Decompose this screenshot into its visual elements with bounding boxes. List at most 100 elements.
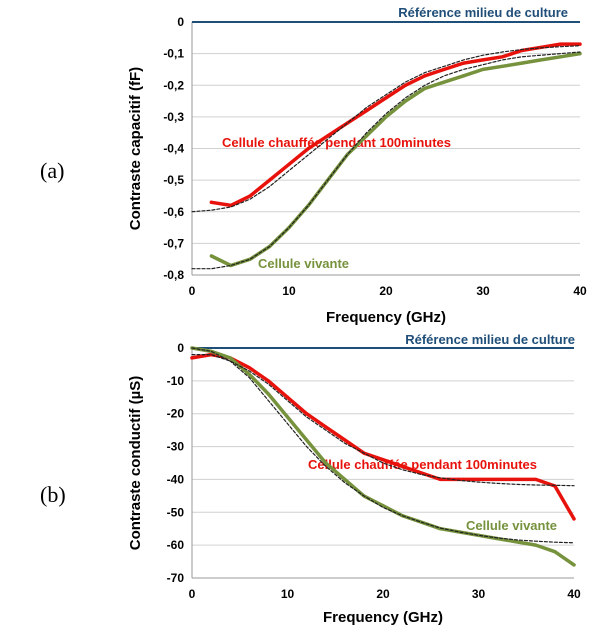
y-tick-label: -0,1	[163, 47, 184, 61]
series-line-red	[190, 352, 576, 521]
x-tick-label: 10	[282, 284, 296, 298]
data-point	[462, 61, 466, 65]
y-tick-label: -70	[167, 571, 185, 585]
x-tick-label: 40	[573, 284, 587, 298]
y-tick-label: -20	[167, 407, 185, 421]
data-point	[559, 55, 563, 59]
series-label: Cellule vivante	[258, 256, 349, 271]
data-point	[248, 194, 252, 198]
series-label: Cellule chauffée pendant 100minutes	[222, 135, 451, 150]
data-point	[515, 477, 519, 482]
data-point	[209, 200, 213, 204]
panel-label: (b)	[40, 482, 66, 507]
data-point	[247, 366, 251, 370]
series-label: Cellule vivante	[466, 518, 557, 533]
data-point	[403, 99, 407, 103]
data-point	[365, 134, 369, 138]
data-point	[578, 52, 582, 56]
data-point	[384, 115, 388, 119]
data-point	[324, 461, 328, 465]
data-point	[481, 58, 485, 62]
data-point	[481, 67, 485, 72]
y-axis-title: Contraste capacitif (fF)	[127, 67, 144, 230]
data-point	[400, 464, 404, 468]
y-tick-label: -50	[167, 505, 185, 519]
data-point	[520, 61, 524, 65]
data-point	[324, 425, 328, 429]
data-point	[306, 146, 310, 151]
data-point	[326, 134, 330, 138]
data-point	[384, 96, 388, 100]
data-point	[553, 550, 557, 554]
y-tick-label: -30	[167, 440, 185, 454]
data-point	[209, 254, 213, 258]
series-label: Cellule chauffée pendant 100minutes	[308, 457, 537, 472]
data-point	[438, 477, 442, 482]
y-tick-label: -0,6	[163, 205, 184, 219]
panel-label: (a)	[40, 158, 64, 183]
data-point	[534, 477, 538, 482]
y-tick-label: -0,3	[163, 110, 184, 124]
y-tick-label: -0,4	[163, 142, 184, 156]
data-point	[500, 55, 504, 59]
data-point	[268, 178, 272, 182]
x-tick-label: 30	[472, 587, 486, 601]
x-tick-label: 10	[281, 587, 295, 601]
data-point	[343, 477, 347, 482]
data-point	[500, 64, 504, 68]
data-point	[572, 517, 576, 521]
y-tick-label: -10	[167, 374, 185, 388]
data-point	[419, 471, 423, 475]
data-point	[305, 412, 309, 416]
data-point	[462, 74, 466, 78]
data-point	[496, 477, 500, 482]
x-tick-label: 0	[189, 587, 196, 601]
x-tick-label: 0	[189, 284, 196, 298]
fit-curve	[191, 354, 575, 487]
data-point	[539, 58, 543, 62]
data-point	[228, 356, 232, 360]
data-point	[442, 80, 446, 84]
x-tick-label: 20	[379, 284, 393, 298]
data-point	[423, 74, 427, 78]
data-point	[266, 379, 270, 383]
panel-b-chart: (b) 0 -10 -20 -30 -40 -50 -60 -70 0 10 20 30 40 Freque…	[40, 332, 581, 626]
data-point	[343, 438, 347, 442]
y-tick-label: 0	[177, 15, 184, 29]
panel-a-chart: (a) 0 -0,1 -0,2 -0,3 -0,4 -0,5 -0,6 -0,7 -0,8 0 10 2…	[40, 5, 587, 326]
data-point	[572, 563, 576, 567]
data-point	[287, 162, 291, 166]
data-point	[247, 372, 251, 376]
data-point	[285, 395, 290, 399]
y-tick-label: -40	[167, 472, 185, 486]
data-point	[423, 86, 427, 91]
data-point	[285, 415, 290, 419]
data-point	[559, 42, 563, 46]
data-point	[442, 67, 446, 72]
data-point	[305, 438, 309, 442]
data-point	[381, 458, 385, 462]
data-point	[578, 42, 582, 46]
fit-curve	[191, 347, 575, 544]
fit-curve	[191, 45, 581, 213]
x-axis-title: Frequency (GHz)	[326, 309, 446, 326]
data-point	[403, 83, 407, 87]
data-point	[190, 356, 194, 360]
reference-label: Référence milieu de culture	[398, 5, 568, 20]
x-tick-label: 20	[376, 587, 390, 601]
x-axis-title: Frequency (GHz)	[323, 609, 443, 626]
y-tick-label: -0,7	[163, 236, 184, 250]
data-point	[266, 392, 270, 396]
series-line-red	[209, 42, 582, 208]
x-tick-label: 40	[567, 587, 581, 601]
data-point	[515, 540, 519, 544]
data-point	[476, 477, 481, 482]
data-point	[365, 108, 369, 113]
reference-label: Référence milieu de culture	[405, 332, 575, 347]
data-point	[534, 543, 538, 547]
y-tick-label: -0,8	[163, 268, 184, 282]
y-tick-label: -0,5	[163, 173, 184, 187]
fit-curve	[191, 51, 581, 270]
y-axis-title: Contraste conductif (µS)	[127, 376, 144, 550]
